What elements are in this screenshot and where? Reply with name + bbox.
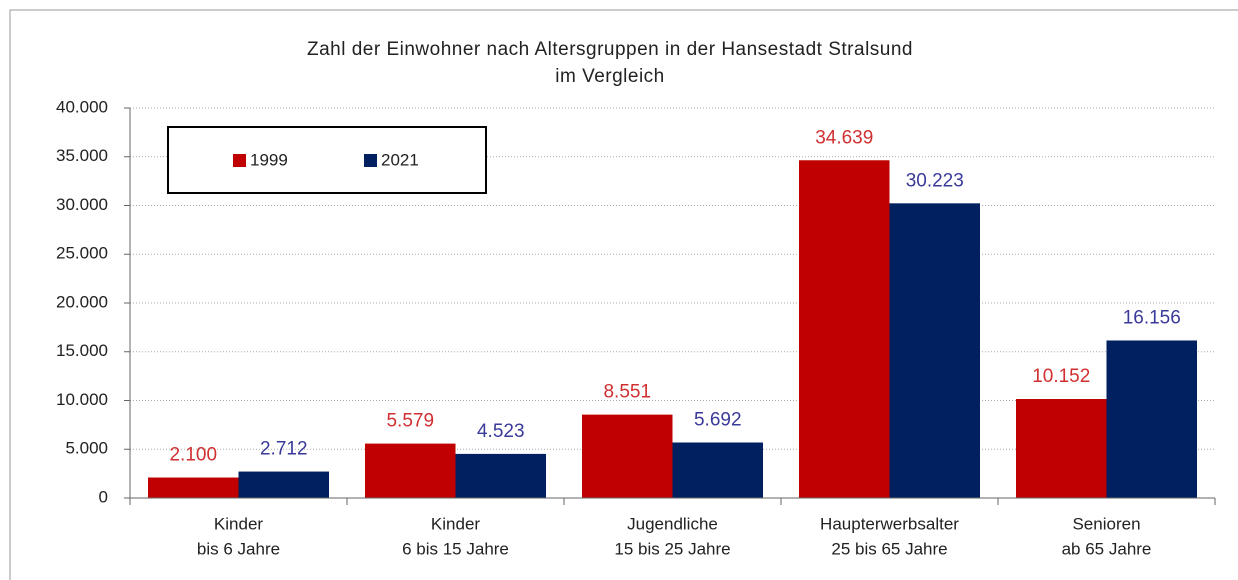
bar [455,453,546,498]
value-label: 5.579 [386,411,434,432]
legend-swatch [364,154,377,167]
value-label: 8.551 [603,382,651,403]
value-label: 10.152 [1032,366,1090,387]
y-tick-label: 0 [99,487,108,506]
y-tick-label: 40.000 [56,97,108,116]
x-tick-label: Kinder [214,514,263,533]
x-tick-label: Kinder [431,514,480,533]
value-label: 16.156 [1123,307,1181,328]
legend-box [167,126,487,194]
value-label: 5.692 [694,410,742,431]
x-tick-label: 25 bis 65 Jahre [831,539,947,558]
y-tick-label: 35.000 [56,146,108,165]
value-label: 30.223 [906,170,964,191]
chart-title: im Vergleich [555,66,665,87]
bar [148,477,239,498]
bar [799,160,890,498]
chart-title: Zahl der Einwohner nach Altersgruppen in… [307,39,913,60]
chart-frame [9,9,1238,580]
bar [238,471,329,498]
bar [889,203,980,498]
value-label: 34.639 [815,127,873,148]
bar [365,443,456,498]
y-tick-label: 15.000 [56,341,108,360]
x-tick-label: Jugendliche [627,514,718,533]
x-tick-label: 6 bis 15 Jahre [402,539,509,558]
bar [1106,340,1197,498]
bar [1016,399,1107,498]
bar [582,414,673,498]
y-tick-label: 10.000 [56,390,108,409]
y-tick-label: 20.000 [56,292,108,311]
value-label: 2.100 [169,445,217,466]
value-label: 2.712 [260,439,308,460]
x-tick-label: ab 65 Jahre [1062,539,1152,558]
y-tick-label: 5.000 [65,439,108,458]
x-tick-label: Haupterwerbsalter [820,514,959,533]
x-tick-label: bis 6 Jahre [197,539,280,558]
bar [672,442,763,498]
value-label: 4.523 [477,421,525,442]
y-tick-label: 30.000 [56,195,108,214]
x-tick-label: Senioren [1072,514,1140,533]
legend-label: 1999 [250,150,288,169]
legend-swatch [233,154,246,167]
y-tick-label: 25.000 [56,244,108,263]
x-tick-label: 15 bis 25 Jahre [614,539,730,558]
legend-label: 2021 [381,150,419,169]
